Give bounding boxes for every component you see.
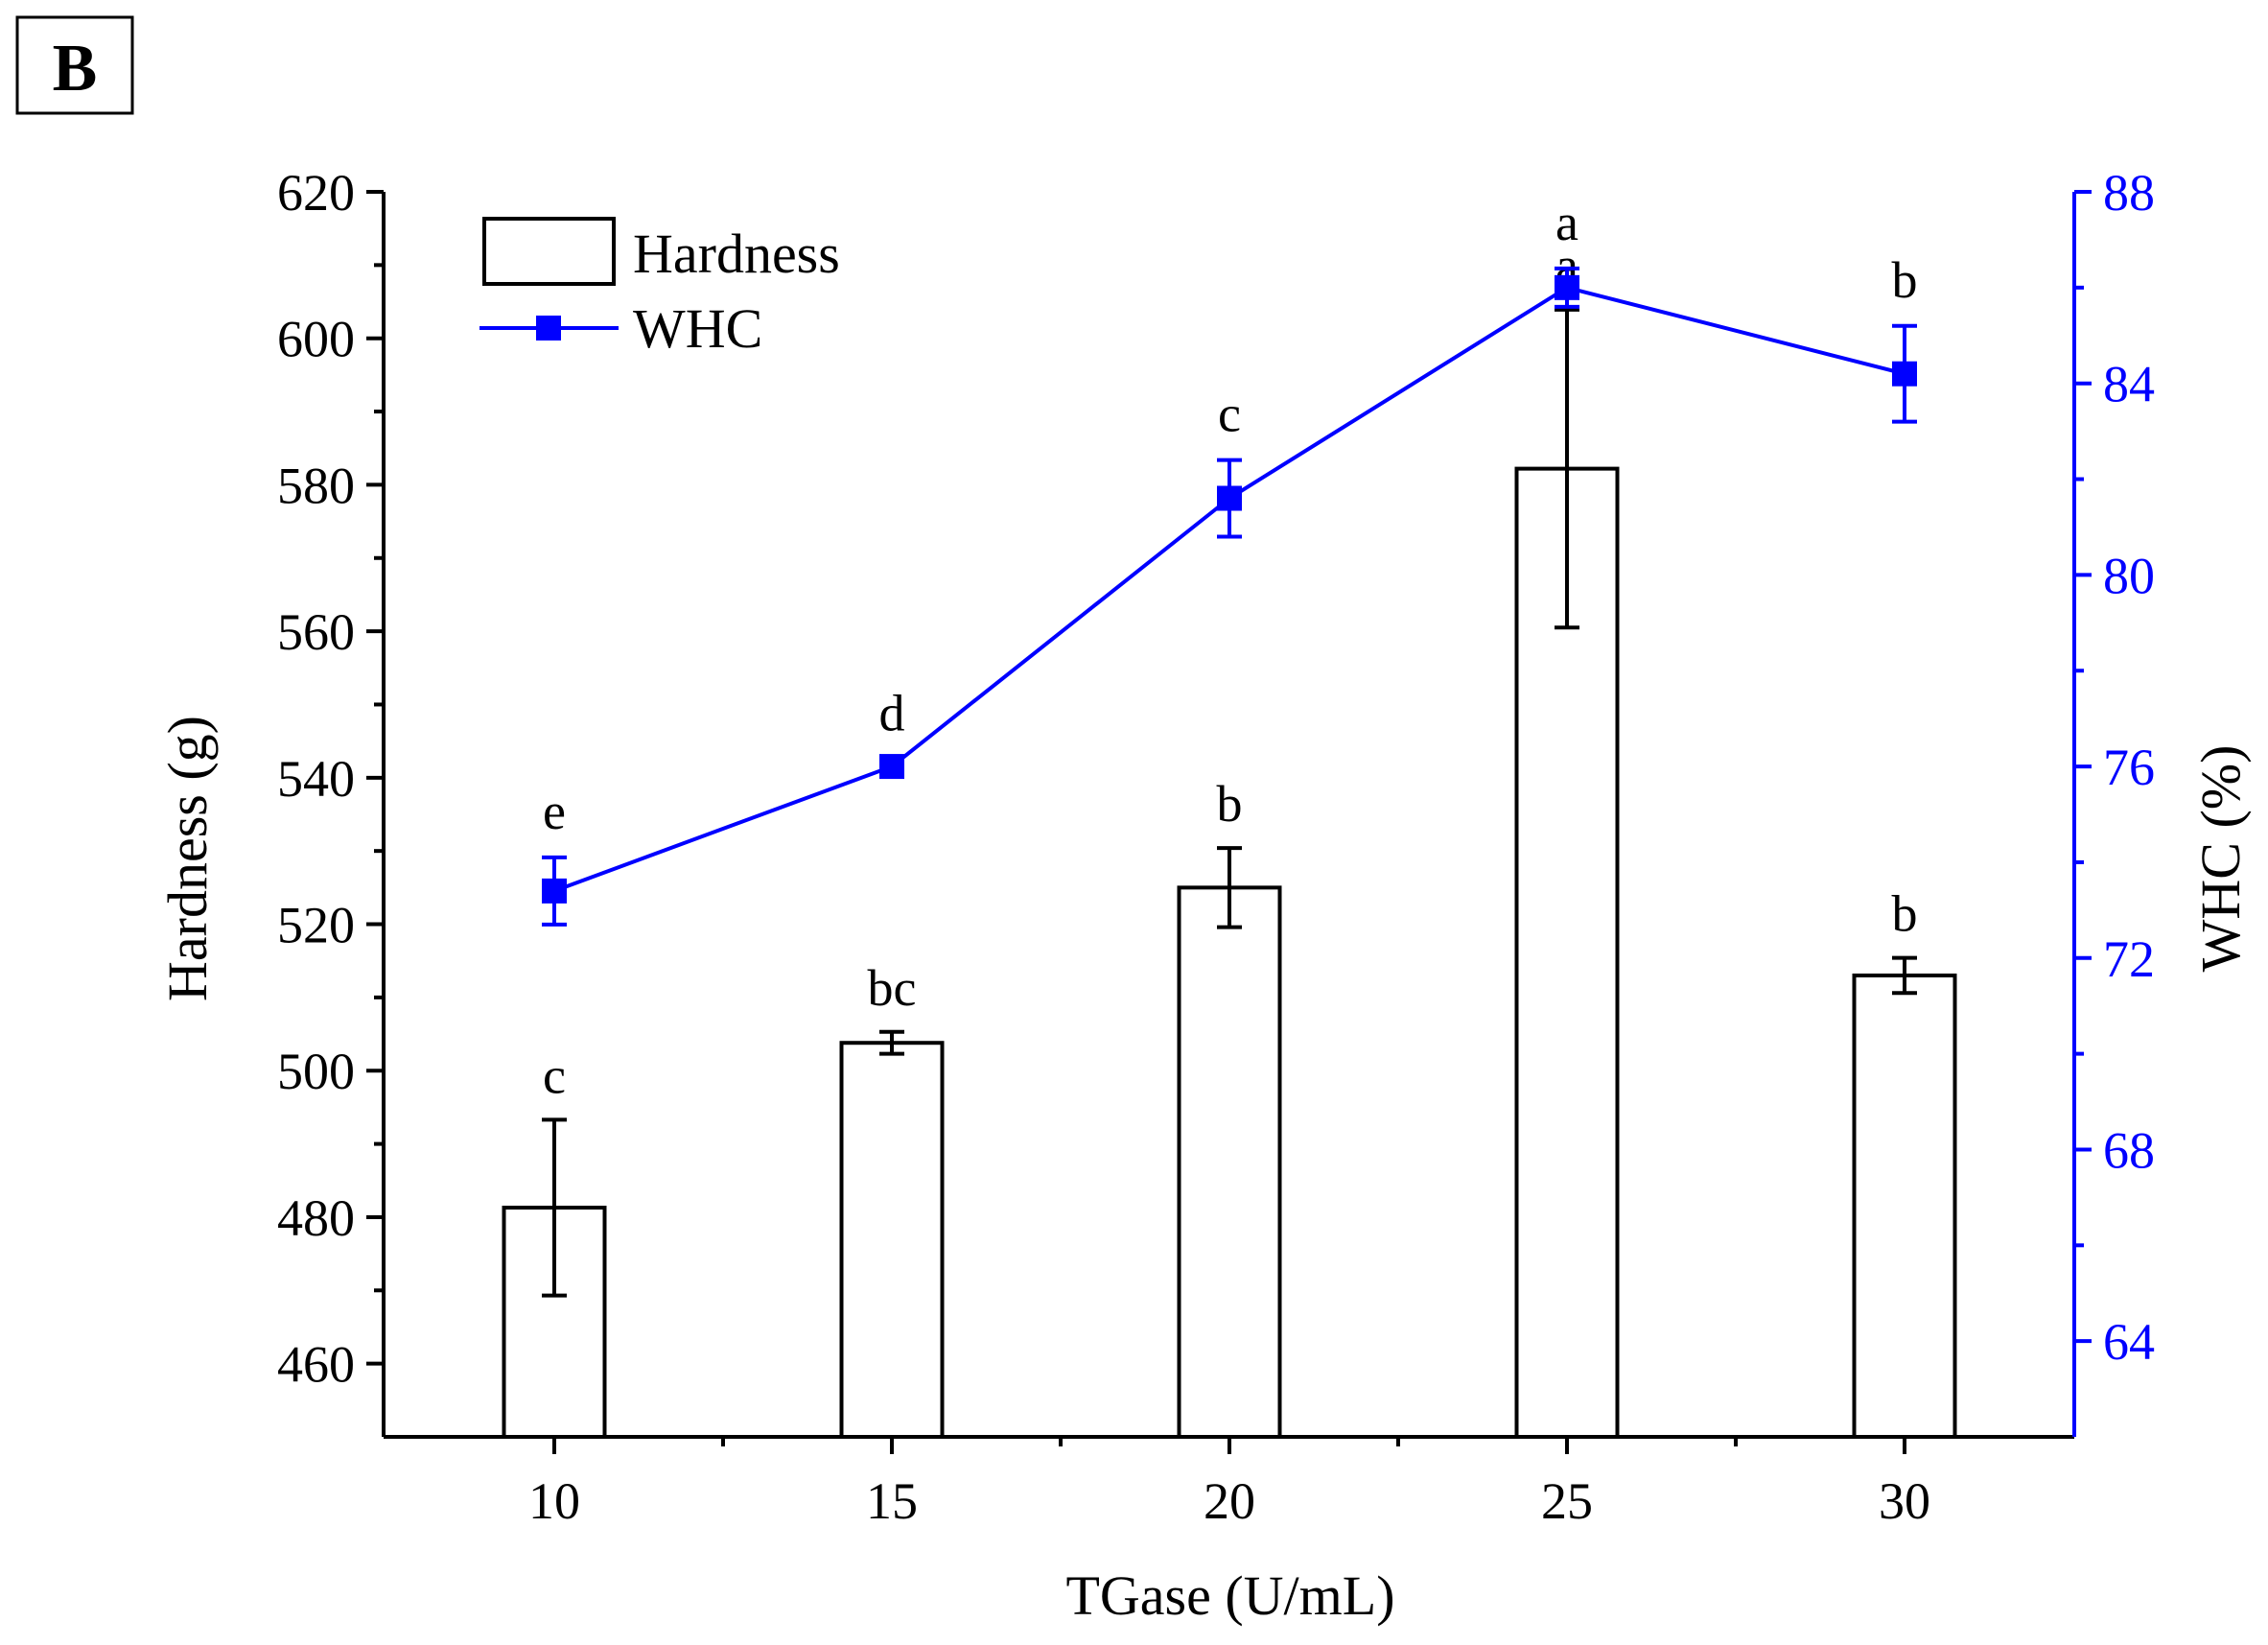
x-tick-label: 10 (528, 1472, 580, 1530)
whc-significance-label: e (543, 783, 566, 840)
y-left-tick-label: 560 (277, 603, 355, 661)
whc-significance-label: d (879, 685, 905, 742)
y-right-tick-label: 84 (2103, 356, 2155, 413)
marker-whc (1217, 485, 1242, 511)
hardness-significance-label: b (1217, 775, 1243, 833)
plot-area: 460 480 500 520 540 560 580 600 620 64 68 72 76 80 84 8… (277, 164, 2155, 1530)
marker-whc (542, 878, 567, 904)
legend-swatch-hardness (482, 217, 616, 286)
x-axis-label: TGase (U/mL) (1065, 1564, 1394, 1627)
y-right-tick-label: 88 (2103, 164, 2155, 222)
whc-significance-label: a (1555, 194, 1578, 251)
hardness-significance-label: b (1892, 885, 1918, 943)
y-axis-left-label: Hardness (g) (156, 716, 219, 1001)
marker-whc (1892, 361, 1917, 387)
bar-hardness (1177, 885, 1282, 1439)
marker-whc (879, 754, 904, 780)
x-tick-label: 20 (1204, 1472, 1255, 1530)
legend: Hardness WHC (479, 217, 840, 360)
hardness-significance-label: bc (868, 959, 917, 1017)
y-left-tick-label: 580 (277, 457, 355, 514)
y-left-tick-label: 540 (277, 750, 355, 808)
y-left-tick-label: 620 (277, 164, 355, 222)
y-left-tick-label: 460 (277, 1336, 355, 1394)
y-right-tick-label: 80 (2103, 547, 2155, 604)
y-right-tick-label: 72 (2103, 930, 2155, 988)
y-right-tick-label: 68 (2103, 1121, 2155, 1179)
y-left-tick-label: 480 (277, 1189, 355, 1247)
y-left-tick-label: 520 (277, 897, 355, 954)
y-left-tick-label: 500 (277, 1043, 355, 1100)
legend-marker-whc (536, 316, 561, 341)
hardness-significance-label: c (543, 1046, 566, 1104)
marker-whc (1555, 274, 1579, 300)
bar-hardness (1852, 973, 1957, 1439)
whc-significance-label: c (1218, 386, 1241, 443)
bar-hardness (1514, 466, 1620, 1439)
legend-label-hardness: Hardness (633, 223, 840, 285)
y-axis-right-label: WHC (%) (2189, 745, 2252, 973)
panel-label-box (15, 15, 134, 115)
x-tick-label: 25 (1541, 1472, 1593, 1530)
y-right-tick-label: 76 (2103, 739, 2155, 796)
panel-label: B (53, 32, 98, 106)
x-tick-label: 15 (866, 1472, 918, 1530)
bar-hardness (839, 1041, 945, 1439)
legend-label-whc: WHC (633, 297, 762, 360)
x-tick-label: 30 (1879, 1472, 1930, 1530)
y-left-tick-label: 600 (277, 311, 355, 368)
whc-significance-label: b (1892, 251, 1918, 309)
y-right-tick-label: 64 (2103, 1313, 2155, 1371)
